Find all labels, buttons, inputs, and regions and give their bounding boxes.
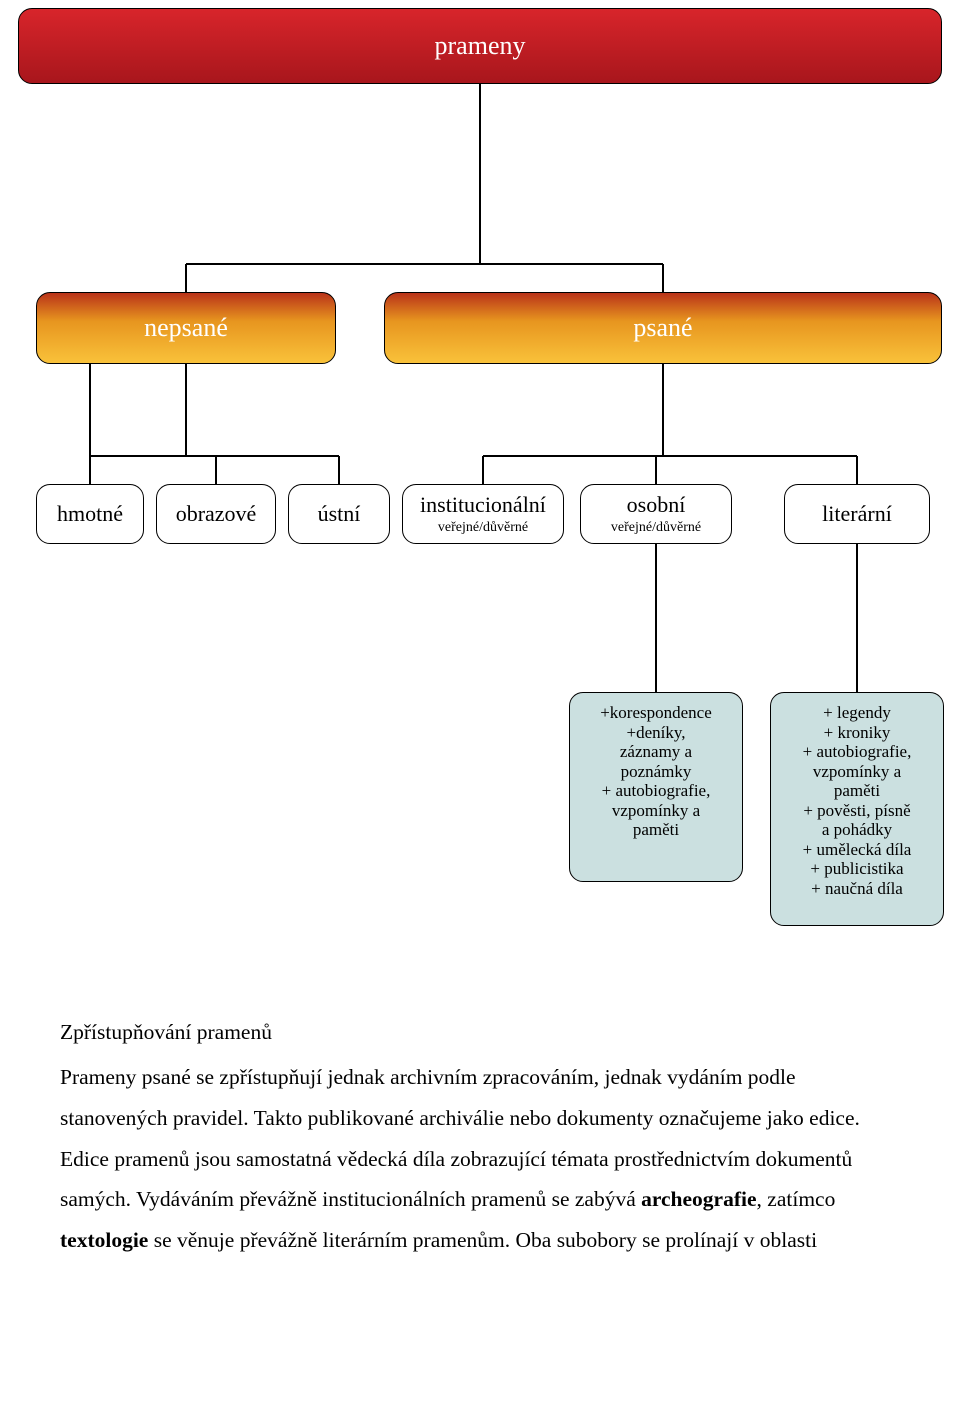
node-psane: psané [384, 292, 942, 364]
node-nepsane-label: nepsané [144, 313, 228, 343]
node-literarni-label: literární [822, 501, 892, 526]
node-detail-osobni: +korespondence+deníky,záznamy apoznámky+… [569, 692, 743, 882]
detail-line: záznamy a [578, 742, 734, 762]
detail-line: vzpomínky a [578, 801, 734, 821]
node-root: prameny [18, 8, 942, 84]
detail-line: + pověsti, písně [779, 801, 935, 821]
node-ustni: ústní [288, 484, 390, 544]
detail-line: +deníky, [578, 723, 734, 743]
prose-body: Prameny psané se zpřístupňují jednak arc… [60, 1057, 900, 1261]
node-psane-label: psané [633, 313, 692, 343]
node-osobni-label: osobní [627, 492, 686, 517]
node-root-label: prameny [435, 31, 526, 61]
node-obrazove-label: obrazové [176, 501, 257, 526]
edge [186, 84, 663, 292]
prose-block: Zpřístupňování pramenů Prameny psané se … [60, 1012, 900, 1261]
edge [483, 364, 857, 484]
node-osobni: osobní veřejné/důvěrné [580, 484, 732, 544]
node-osobni-sub: veřejné/důvěrné [611, 520, 701, 536]
node-institucionalni-sub: veřejné/důvěrné [438, 520, 528, 536]
detail-line: a pohádky [779, 820, 935, 840]
node-nepsane: nepsané [36, 292, 336, 364]
detail-line: poznámky [578, 762, 734, 782]
detail-line: + publicistika [779, 859, 935, 879]
edge [90, 364, 339, 484]
detail-line: + autobiografie, [578, 781, 734, 801]
node-obrazove: obrazové [156, 484, 276, 544]
prose-heading: Zpřístupňování pramenů [60, 1012, 900, 1053]
detail-line: +korespondence [578, 703, 734, 723]
node-detail-literarni: + legendy+ kroniky+ autobiografie,vzpomí… [770, 692, 944, 926]
detail-line: paměti [578, 820, 734, 840]
detail-line: + umělecká díla [779, 840, 935, 860]
detail-line: + naučná díla [779, 879, 935, 899]
detail-line: paměti [779, 781, 935, 801]
detail-line: + legendy [779, 703, 935, 723]
detail-line: vzpomínky a [779, 762, 935, 782]
node-literarni: literární [784, 484, 930, 544]
detail-line: + autobiografie, [779, 742, 935, 762]
node-hmotne: hmotné [36, 484, 144, 544]
diagram-canvas: prameny nepsané psané hmotné obrazové ús… [0, 0, 960, 1404]
node-hmotne-label: hmotné [57, 501, 123, 526]
node-institucionalni-label: institucionální [420, 492, 546, 517]
detail-line: + kroniky [779, 723, 935, 743]
node-ustni-label: ústní [318, 501, 361, 526]
node-institucionalni: institucionální veřejné/důvěrné [402, 484, 564, 544]
